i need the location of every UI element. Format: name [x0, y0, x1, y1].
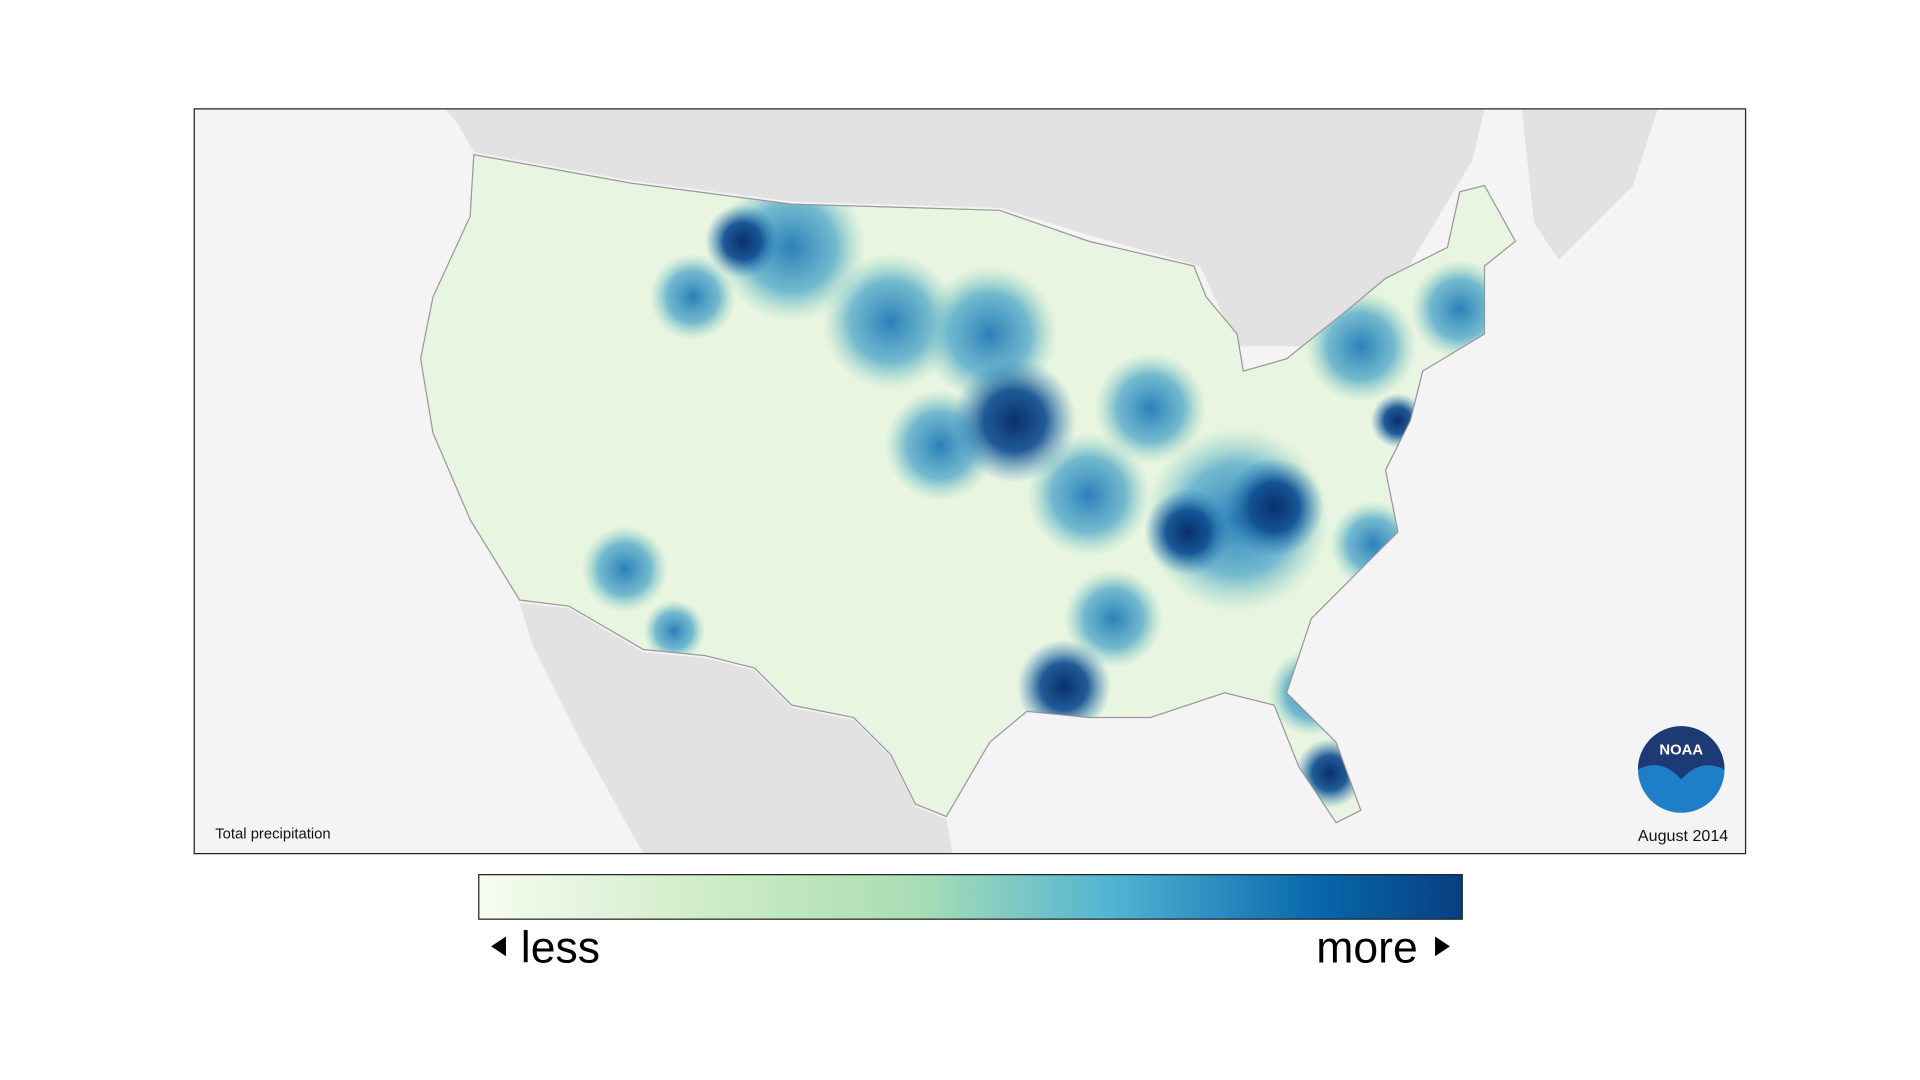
legend-low: less: [521, 923, 600, 972]
less-arrow: [491, 936, 506, 957]
noaa-logo: NOAA: [1637, 726, 1725, 813]
map: [194, 108, 1746, 854]
logo-text: NOAA: [1659, 743, 1703, 759]
precipitation: [581, 173, 1510, 808]
more-arrow: [1435, 936, 1450, 957]
canada: [445, 108, 1485, 347]
map-frame: [193, 108, 1747, 855]
map-caption: Total precipitation: [215, 827, 330, 843]
mexico: [519, 602, 953, 854]
canada-east: [1521, 108, 1658, 260]
map-date: August 2014: [1638, 827, 1728, 845]
legend-high: more: [1316, 923, 1417, 972]
color-scale: [478, 874, 1463, 920]
